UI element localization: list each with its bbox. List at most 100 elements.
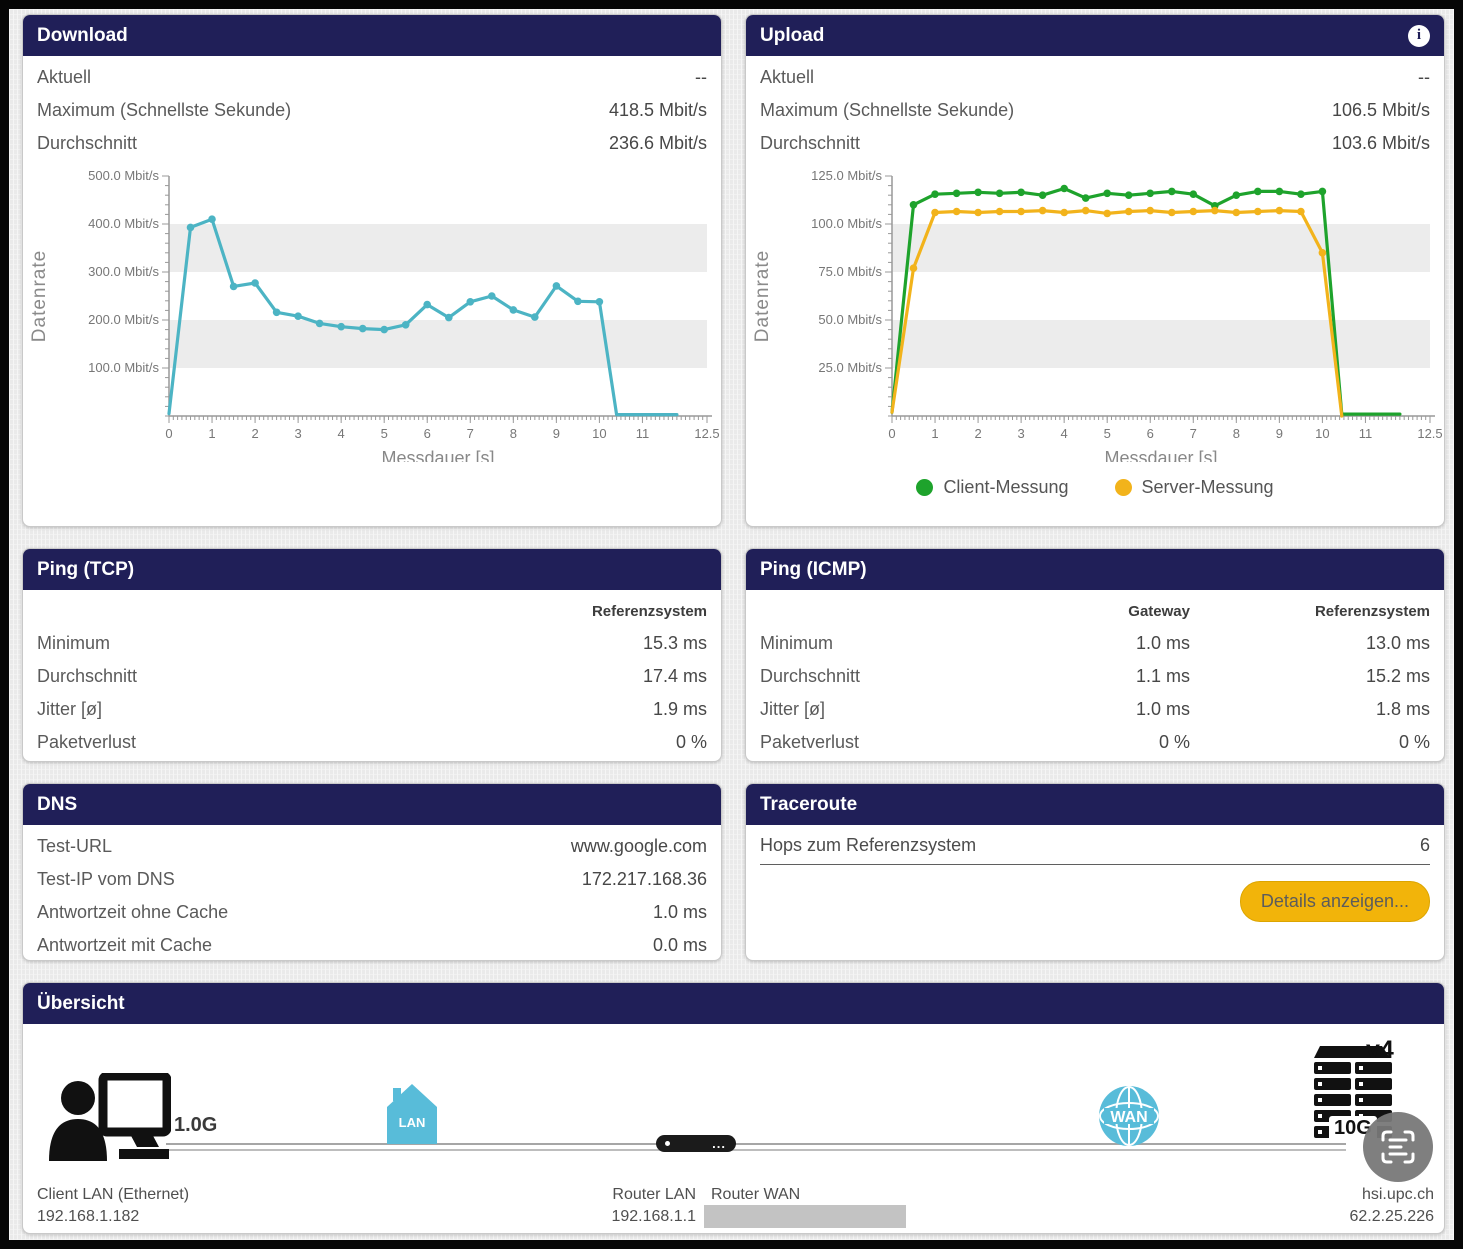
server-endpoint-ip: 62.2.25.226	[1349, 1208, 1434, 1225]
svg-text:3: 3	[1018, 426, 1025, 441]
column-header: Gateway	[1128, 603, 1190, 620]
traceroute-hops-row: Hops zum Referenzsystem 6	[760, 827, 1430, 865]
row-label: Minimum	[37, 633, 111, 653]
stat-label: Aktuell	[760, 67, 815, 87]
svg-text:6: 6	[1147, 426, 1154, 441]
row-value: 15.3 ms	[642, 633, 707, 653]
svg-text:75.0 Mbit/s: 75.0 Mbit/s	[818, 264, 882, 279]
overview-diagram: 1.0G LAN ... WAN	[23, 1024, 1444, 1233]
svg-text:Datenrate: Datenrate	[752, 250, 773, 342]
traceroute-panel: Traceroute Hops zum Referenzsystem 6 Det…	[745, 783, 1445, 961]
legend-item: Server-Messung	[1114, 477, 1274, 498]
stat-row: Durchschnitt 236.6 Mbit/s	[37, 127, 707, 160]
ping-icmp-panel: Ping (ICMP) Gateway Referenzsystem Minimum…	[745, 548, 1445, 762]
svg-text:100.0 Mbit/s: 100.0 Mbit/s	[811, 216, 882, 231]
overview-panel-header: Übersicht	[23, 983, 1444, 1024]
stat-label: Durchschnitt	[760, 133, 861, 153]
row-label: Paketverlust	[760, 732, 860, 752]
client-endpoint-name: Client LAN (Ethernet)	[37, 1186, 190, 1203]
ping-tcp-table: Referenzsystem Minimum 15.3 ms Durchschnitt…	[23, 590, 721, 759]
stat-row: Test-IP vom DNS 172.217.168.36	[37, 863, 707, 896]
router-led	[665, 1141, 670, 1146]
legend-label: Server-Messung	[1141, 477, 1274, 497]
ping-tcp-panel: Ping (TCP) Referenzsystem Minimum 15.3 ms D…	[22, 548, 722, 762]
ping-tcp-title: Ping (TCP)	[37, 558, 135, 580]
table-row: Durchschnitt 17.4 ms	[37, 660, 707, 693]
upload-legend: Client-Messung Server-Messung	[746, 477, 1444, 498]
svg-text:9: 9	[553, 426, 560, 441]
stat-value: 103.6 Mbit/s	[1331, 133, 1430, 153]
svg-text:400.0 Mbit/s: 400.0 Mbit/s	[88, 216, 159, 231]
table-row: Jitter [ø] 1.0 ms 1.8 ms	[760, 693, 1430, 726]
row-overview: Übersicht 1.0G LAN	[22, 982, 1454, 1234]
ping-icmp-table: Gateway Referenzsystem Minimum 1.0 ms 13.0 m…	[746, 590, 1444, 759]
row-label: Minimum	[760, 633, 834, 653]
router-lan-name: Router LAN	[612, 1186, 696, 1203]
network-cable-line	[166, 1143, 1346, 1151]
svg-text:4: 4	[338, 426, 345, 441]
upload-chart: 25.0 Mbit/s 50.0 Mbit/s 75.0 Mbit/s 100.0 M…	[752, 168, 1443, 468]
table-row: Jitter [ø] 1.9 ms	[37, 693, 707, 726]
svg-text:500.0 Mbit/s: 500.0 Mbit/s	[88, 168, 159, 183]
svg-text:11: 11	[636, 426, 650, 441]
svg-text:6: 6	[424, 426, 431, 441]
stat-row: Antwortzeit ohne Cache 1.0 ms	[37, 896, 707, 929]
ping-tcp-panel-header: Ping (TCP)	[23, 549, 721, 590]
row-value: 1.0 ms	[1135, 699, 1190, 719]
stat-label: Antwortzeit ohne Cache	[37, 902, 229, 922]
text-scan-overlay-icon[interactable]	[1363, 1112, 1433, 1182]
traceroute-title: Traceroute	[760, 793, 858, 815]
ping-icmp-panel-header: Ping (ICMP)	[746, 549, 1444, 590]
table-row: Minimum 1.0 ms 13.0 ms	[760, 627, 1430, 660]
svg-text:11: 11	[1359, 426, 1373, 441]
row-label: Jitter [ø]	[760, 699, 826, 719]
router-lan-ip: 192.168.1.1	[611, 1208, 696, 1225]
traceroute-button-row: Details anzeigen...	[746, 865, 1444, 922]
row-value: 0 %	[1398, 732, 1430, 752]
stat-value: --	[1418, 67, 1430, 87]
stat-row: Maximum (Schnellste Sekunde) 418.5 Mbit/s	[37, 94, 707, 127]
download-panel-header: Download	[23, 15, 721, 56]
svg-text:8: 8	[510, 426, 517, 441]
traceroute-hops-label: Hops zum Referenzsystem	[760, 835, 977, 855]
svg-text:10: 10	[1315, 426, 1329, 441]
svg-text:8: 8	[1233, 426, 1240, 441]
stat-row: Maximum (Schnellste Sekunde) 106.5 Mbit/s	[760, 94, 1430, 127]
svg-text:4: 4	[1061, 426, 1068, 441]
column-header: Referenzsystem	[1314, 603, 1430, 620]
download-chart: 100.0 Mbit/s 200.0 Mbit/s 300.0 Mbit/s 400.…	[29, 168, 720, 468]
traceroute-hops-value: 6	[1419, 835, 1430, 855]
download-panel: Download Aktuell -- Maximum (Schnellste Se…	[22, 14, 722, 527]
svg-text:Messdauer [s]: Messdauer [s]	[1104, 448, 1217, 462]
stat-label: Aktuell	[37, 67, 92, 87]
server-version-label: v4	[1366, 1036, 1394, 1064]
legend-dot-icon	[1114, 479, 1132, 496]
svg-text:0: 0	[165, 426, 172, 441]
download-stats: Aktuell -- Maximum (Schnellste Sekunde) 418…	[23, 56, 721, 160]
overview-title: Übersicht	[37, 992, 125, 1014]
router-wan-redacted-ip	[704, 1205, 906, 1228]
row-value: 13.0 ms	[1365, 633, 1430, 653]
stat-label: Maximum (Schnellste Sekunde)	[760, 100, 1015, 120]
stat-label: Test-IP vom DNS	[37, 869, 175, 889]
legend-label: Client-Messung	[943, 477, 1069, 497]
row-dns-trace: DNS Test-URL www.google.com Test-IP vom DN…	[22, 783, 1454, 961]
ping-icmp-title: Ping (ICMP)	[760, 558, 867, 580]
info-icon[interactable]: i	[1408, 24, 1430, 47]
upload-panel: Upload i Aktuell -- Maximum (Schnellste Se…	[745, 14, 1445, 527]
stat-row: Aktuell --	[760, 61, 1430, 94]
download-title: Download	[37, 24, 128, 46]
row-value: 1.8 ms	[1375, 699, 1430, 719]
column-header: Referenzsystem	[591, 603, 707, 620]
client-endpoint-label: Client LAN (Ethernet) 192.168.1.182	[37, 1184, 189, 1228]
overview-panel: Übersicht 1.0G LAN	[22, 982, 1445, 1234]
svg-text:9: 9	[1276, 426, 1283, 441]
stat-row: Aktuell --	[37, 61, 707, 94]
table-row: Minimum 15.3 ms	[37, 627, 707, 660]
row-label: Jitter [ø]	[37, 699, 103, 719]
wan-globe-icon: WAN	[1099, 1086, 1159, 1146]
stat-value: 0.0 ms	[652, 935, 707, 955]
legend-dot-icon	[916, 479, 934, 496]
svg-text:7: 7	[467, 426, 474, 441]
details-anzeigen-button[interactable]: Details anzeigen...	[1239, 881, 1430, 922]
